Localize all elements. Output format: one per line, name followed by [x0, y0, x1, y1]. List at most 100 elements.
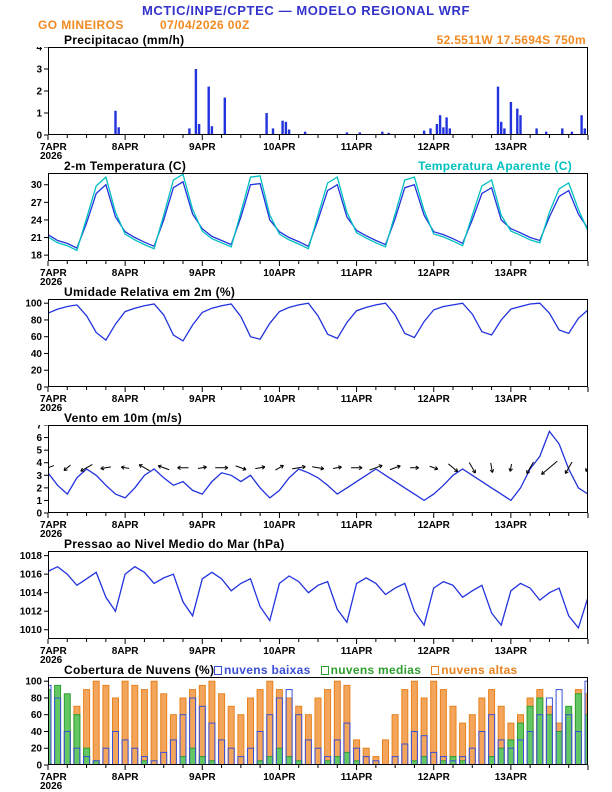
- panel-title-row: Cobertura de Nuvens (%) nuvens baixas nu…: [0, 663, 612, 677]
- svg-text:13APR: 13APR: [495, 646, 528, 657]
- svg-text:12APR: 12APR: [418, 394, 451, 405]
- svg-text:2026: 2026: [40, 655, 63, 663]
- svg-text:11APR: 11APR: [341, 520, 373, 531]
- page-title: MCTIC/INPE/CPTEC — MODELO REGIONAL WRF: [141, 3, 471, 18]
- panel-title-row: Pressao ao Nivel Medio do Mar (hPa): [0, 537, 612, 551]
- panel-title-cloud-cover: Cobertura de Nuvens (%): [64, 663, 215, 677]
- svg-text:0: 0: [36, 131, 42, 142]
- svg-text:8APR: 8APR: [112, 142, 139, 153]
- low-clouds-swatch-icon: [214, 665, 222, 675]
- svg-text:2026: 2026: [40, 277, 63, 285]
- panel-temperature: 2-m Temperatura (C) Temperatura Aparente…: [0, 159, 612, 285]
- svg-text:60: 60: [31, 332, 43, 343]
- svg-text:0: 0: [36, 509, 42, 520]
- svg-text:24: 24: [31, 215, 43, 226]
- svg-text:1: 1: [36, 109, 42, 120]
- svg-text:12APR: 12APR: [418, 646, 451, 657]
- svg-text:9APR: 9APR: [189, 646, 216, 657]
- svg-text:1016: 1016: [20, 570, 43, 581]
- panel-wind: Vento em 10m (m/s) 0 1 2 3 4 5 6 7 7APR 2026 8APR 9…: [0, 411, 612, 537]
- svg-text:12APR: 12APR: [418, 520, 451, 531]
- svg-text:9APR: 9APR: [189, 520, 216, 531]
- svg-text:10APR: 10APR: [263, 646, 296, 657]
- svg-text:9APR: 9APR: [189, 142, 216, 153]
- svg-text:1010: 1010: [20, 625, 43, 636]
- svg-text:1012: 1012: [20, 607, 43, 618]
- svg-text:18: 18: [31, 251, 43, 262]
- svg-text:8APR: 8APR: [112, 394, 139, 405]
- svg-text:2026: 2026: [40, 151, 63, 159]
- apparent-temperature-legend: Temperatura Aparente (C): [418, 159, 572, 173]
- svg-text:9APR: 9APR: [189, 268, 216, 279]
- svg-text:9APR: 9APR: [189, 394, 216, 405]
- svg-text:40: 40: [31, 349, 43, 360]
- panel-precipitation: Precipitacao (mm/h) 52.5511W 17.5694S 75…: [0, 33, 612, 159]
- svg-text:11APR: 11APR: [341, 268, 373, 279]
- legend-item-mid-clouds: nuvens medias: [320, 663, 422, 677]
- svg-text:11APR: 11APR: [341, 142, 373, 153]
- panel-title-row: 2-m Temperatura (C) Temperatura Aparente…: [0, 159, 612, 173]
- svg-text:2026: 2026: [40, 403, 63, 411]
- panel-title-precipitation: Precipitacao (mm/h): [64, 33, 185, 47]
- svg-text:10APR: 10APR: [263, 394, 296, 405]
- cloud-legend: nuvens baixas nuvens medias nuvens altas: [214, 663, 518, 677]
- svg-text:8APR: 8APR: [112, 772, 139, 783]
- svg-text:2: 2: [36, 87, 42, 98]
- svg-text:10APR: 10APR: [263, 520, 296, 531]
- panel-pressure: Pressao ao Nivel Medio do Mar (hPa) 1010…: [0, 537, 612, 663]
- svg-text:3: 3: [36, 471, 42, 482]
- svg-text:5: 5: [36, 446, 42, 457]
- panel-title-temperature: 2-m Temperatura (C): [64, 159, 187, 173]
- panels: Precipitacao (mm/h) 52.5511W 17.5694S 75…: [0, 33, 612, 789]
- svg-text:2026: 2026: [40, 781, 63, 789]
- svg-text:13APR: 13APR: [495, 772, 528, 783]
- legend-label-high-clouds: nuvens altas: [441, 663, 518, 677]
- svg-text:8APR: 8APR: [112, 646, 139, 657]
- svg-text:80: 80: [31, 694, 43, 705]
- svg-text:21: 21: [31, 233, 43, 244]
- svg-text:10APR: 10APR: [263, 268, 296, 279]
- run-datetime: 07/04/2026 00Z: [160, 18, 250, 32]
- svg-text:1: 1: [36, 496, 42, 507]
- svg-text:12APR: 12APR: [418, 142, 451, 153]
- panel-humidity: Umidade Relativa em 2m (%) 0 20 40 60 80 100 7…: [0, 285, 612, 411]
- svg-text:13APR: 13APR: [495, 520, 528, 531]
- svg-text:7APR: 7APR: [40, 772, 67, 783]
- panel-title-row: Vento em 10m (m/s): [0, 411, 612, 425]
- panel-title-row: Umidade Relativa em 2m (%): [0, 285, 612, 299]
- legend-item-high-clouds: nuvens altas: [431, 663, 517, 677]
- panel-cloud-cover: Cobertura de Nuvens (%) nuvens baixas nu…: [0, 663, 612, 789]
- svg-text:100: 100: [25, 299, 42, 310]
- station-name: GO MINEIROS: [38, 18, 124, 32]
- svg-text:27: 27: [31, 198, 43, 209]
- svg-text:2026: 2026: [40, 529, 63, 537]
- svg-text:13APR: 13APR: [495, 142, 528, 153]
- high-clouds-swatch-icon: [431, 665, 440, 675]
- panel-title-humidity: Umidade Relativa em 2m (%): [64, 285, 236, 299]
- svg-text:12APR: 12APR: [418, 772, 451, 783]
- svg-text:2: 2: [36, 483, 42, 494]
- svg-text:6: 6: [36, 433, 42, 444]
- svg-text:9APR: 9APR: [189, 772, 216, 783]
- legend-item-low-clouds: nuvens baixas: [214, 663, 311, 677]
- svg-text:7APR: 7APR: [40, 520, 67, 531]
- svg-text:20: 20: [31, 366, 43, 377]
- svg-text:8APR: 8APR: [112, 520, 139, 531]
- legend-label-mid-clouds: nuvens medias: [330, 663, 422, 677]
- svg-text:11APR: 11APR: [341, 394, 373, 405]
- svg-text:60: 60: [31, 710, 43, 721]
- svg-text:1018: 1018: [20, 551, 43, 562]
- panel-title-row: Precipitacao (mm/h) 52.5511W 17.5694S 75…: [0, 33, 612, 47]
- svg-text:7: 7: [36, 425, 42, 432]
- svg-text:7APR: 7APR: [40, 394, 67, 405]
- svg-text:8APR: 8APR: [112, 268, 139, 279]
- svg-text:7APR: 7APR: [40, 646, 67, 657]
- location-coordinates: 52.5511W 17.5694S 750m: [436, 33, 586, 47]
